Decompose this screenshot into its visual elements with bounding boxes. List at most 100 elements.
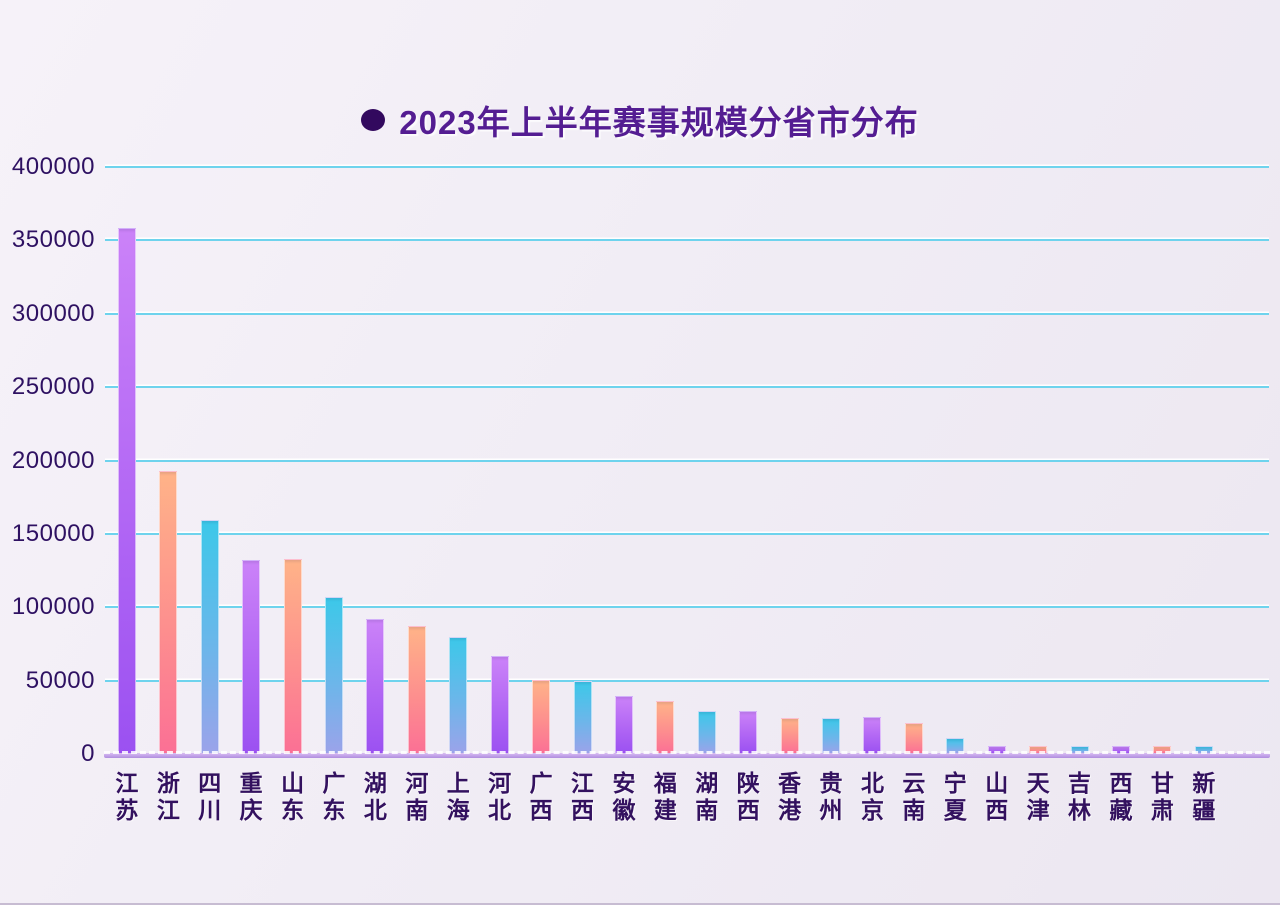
gridline bbox=[105, 239, 1269, 242]
x-axis-label: 广东 bbox=[317, 770, 351, 824]
gridline bbox=[105, 606, 1269, 609]
x-axis-label: 山西 bbox=[980, 770, 1014, 824]
title-bullet-icon bbox=[361, 109, 386, 131]
x-axis-label: 广西 bbox=[524, 770, 558, 824]
x-axis-label-char: 江 bbox=[156, 797, 180, 823]
chart-bar bbox=[1070, 746, 1089, 753]
x-axis-label-char: 香 bbox=[778, 770, 802, 796]
chart-bar bbox=[780, 717, 799, 753]
x-axis-label-char: 新 bbox=[1192, 770, 1216, 796]
x-axis-label-char: 云 bbox=[902, 770, 926, 796]
x-axis-label-char: 重 bbox=[239, 770, 263, 796]
x-axis-label-char: 北 bbox=[860, 770, 884, 796]
x-axis-label-char: 湖 bbox=[363, 770, 387, 796]
y-axis-tick-label: 100000 bbox=[11, 593, 95, 621]
x-axis-label: 吉林 bbox=[1063, 770, 1097, 824]
x-axis-label-char: 广 bbox=[529, 770, 553, 796]
y-axis-tick-label: 250000 bbox=[11, 373, 95, 401]
y-axis-tick-label: 300000 bbox=[11, 299, 95, 327]
x-axis-label: 贵州 bbox=[814, 770, 848, 824]
x-axis-label-char: 海 bbox=[446, 797, 470, 823]
chart-bar bbox=[904, 723, 923, 753]
x-axis-label-char: 福 bbox=[653, 770, 677, 796]
x-axis-label-char: 山 bbox=[281, 770, 305, 796]
chart-bar bbox=[1194, 745, 1213, 753]
x-axis-label-char: 夏 bbox=[943, 797, 967, 823]
x-axis-label: 江西 bbox=[566, 770, 600, 824]
x-axis-label-char: 东 bbox=[322, 797, 346, 823]
chart-bar bbox=[532, 680, 551, 753]
x-axis-label: 浙江 bbox=[151, 770, 185, 824]
x-axis-label-char: 苏 bbox=[115, 797, 139, 823]
x-axis-label-char: 吉 bbox=[1068, 770, 1092, 796]
x-axis-label-char: 江 bbox=[571, 770, 595, 796]
x-axis-label: 安徽 bbox=[607, 770, 641, 824]
x-axis-label-char: 西 bbox=[529, 797, 553, 823]
chart-bar bbox=[1111, 745, 1130, 753]
y-axis-tick-label: 50000 bbox=[25, 666, 95, 694]
chart-bar bbox=[863, 717, 882, 753]
x-axis-label-char: 疆 bbox=[1192, 797, 1216, 823]
x-axis-label-char: 西 bbox=[1109, 770, 1133, 796]
chart-bar bbox=[656, 701, 675, 753]
x-axis-label-char: 南 bbox=[695, 797, 719, 823]
x-axis-label-char: 西 bbox=[985, 797, 1009, 823]
chart-bar bbox=[697, 711, 716, 753]
chart-bar bbox=[325, 597, 343, 753]
x-axis-label-char: 州 bbox=[819, 797, 843, 823]
x-axis-label: 山东 bbox=[276, 770, 310, 824]
x-axis-label-char: 天 bbox=[1026, 770, 1050, 796]
chart-bar bbox=[283, 559, 302, 753]
chart-bar bbox=[987, 745, 1006, 753]
x-axis-label-char: 浙 bbox=[156, 770, 180, 796]
x-axis-label: 天津 bbox=[1021, 770, 1055, 824]
chart-bar bbox=[200, 519, 219, 753]
x-axis-label: 湖南 bbox=[690, 770, 724, 824]
x-axis-label: 香港 bbox=[773, 770, 807, 824]
chart-bar bbox=[573, 681, 592, 753]
chart-bar bbox=[822, 718, 841, 753]
x-axis-label: 甘肃 bbox=[1145, 770, 1179, 824]
chart-bar bbox=[242, 560, 261, 753]
x-axis-label: 上海 bbox=[441, 770, 475, 824]
x-axis-label-char: 东 bbox=[281, 797, 305, 823]
x-axis-label-char: 肃 bbox=[1150, 797, 1174, 823]
y-axis-tick-label: 0 bbox=[81, 740, 95, 767]
chart-bar bbox=[1153, 745, 1172, 753]
gridline bbox=[105, 166, 1269, 168]
x-axis-label-char: 建 bbox=[653, 797, 677, 823]
gridline bbox=[105, 386, 1269, 389]
x-axis-label: 新疆 bbox=[1187, 770, 1221, 824]
x-axis-label-char: 上 bbox=[446, 770, 470, 796]
x-axis-label-char: 北 bbox=[488, 797, 512, 823]
x-axis-label: 江苏 bbox=[110, 770, 144, 824]
x-axis-label-char: 津 bbox=[1026, 797, 1050, 823]
x-axis-label-char: 西 bbox=[736, 797, 760, 823]
y-axis-tick-label: 400000 bbox=[11, 153, 95, 180]
x-axis-label-char: 庆 bbox=[239, 797, 263, 823]
x-axis-label: 北京 bbox=[855, 770, 889, 824]
x-axis-label-char: 安 bbox=[612, 770, 636, 796]
x-axis-label-char: 川 bbox=[198, 797, 222, 823]
gridline bbox=[105, 312, 1269, 315]
x-axis-label-char: 南 bbox=[902, 797, 926, 823]
x-axis-label-char: 四 bbox=[198, 770, 222, 796]
x-axis-label: 西藏 bbox=[1104, 770, 1138, 824]
chart-bar bbox=[1029, 745, 1048, 753]
x-axis-line bbox=[104, 753, 1270, 758]
chart-bar bbox=[946, 738, 965, 753]
x-axis-label-char: 林 bbox=[1068, 797, 1092, 823]
chart-title: 2023年上半年赛事规模分省市分布 bbox=[0, 96, 1280, 144]
x-axis-label: 宁夏 bbox=[938, 770, 972, 824]
x-axis-label-char: 山 bbox=[985, 770, 1009, 796]
y-axis-tick-label: 150000 bbox=[11, 519, 95, 547]
x-axis-label-char: 贵 bbox=[819, 770, 843, 796]
chart-title-text: 2023年上半年赛事规模分省市分布 bbox=[399, 104, 919, 141]
chart-bar bbox=[490, 656, 509, 753]
x-axis-label-char: 宁 bbox=[943, 770, 967, 796]
x-axis-label-char: 北 bbox=[363, 797, 387, 823]
chart-bar bbox=[117, 228, 136, 753]
chart-bar bbox=[159, 471, 178, 753]
